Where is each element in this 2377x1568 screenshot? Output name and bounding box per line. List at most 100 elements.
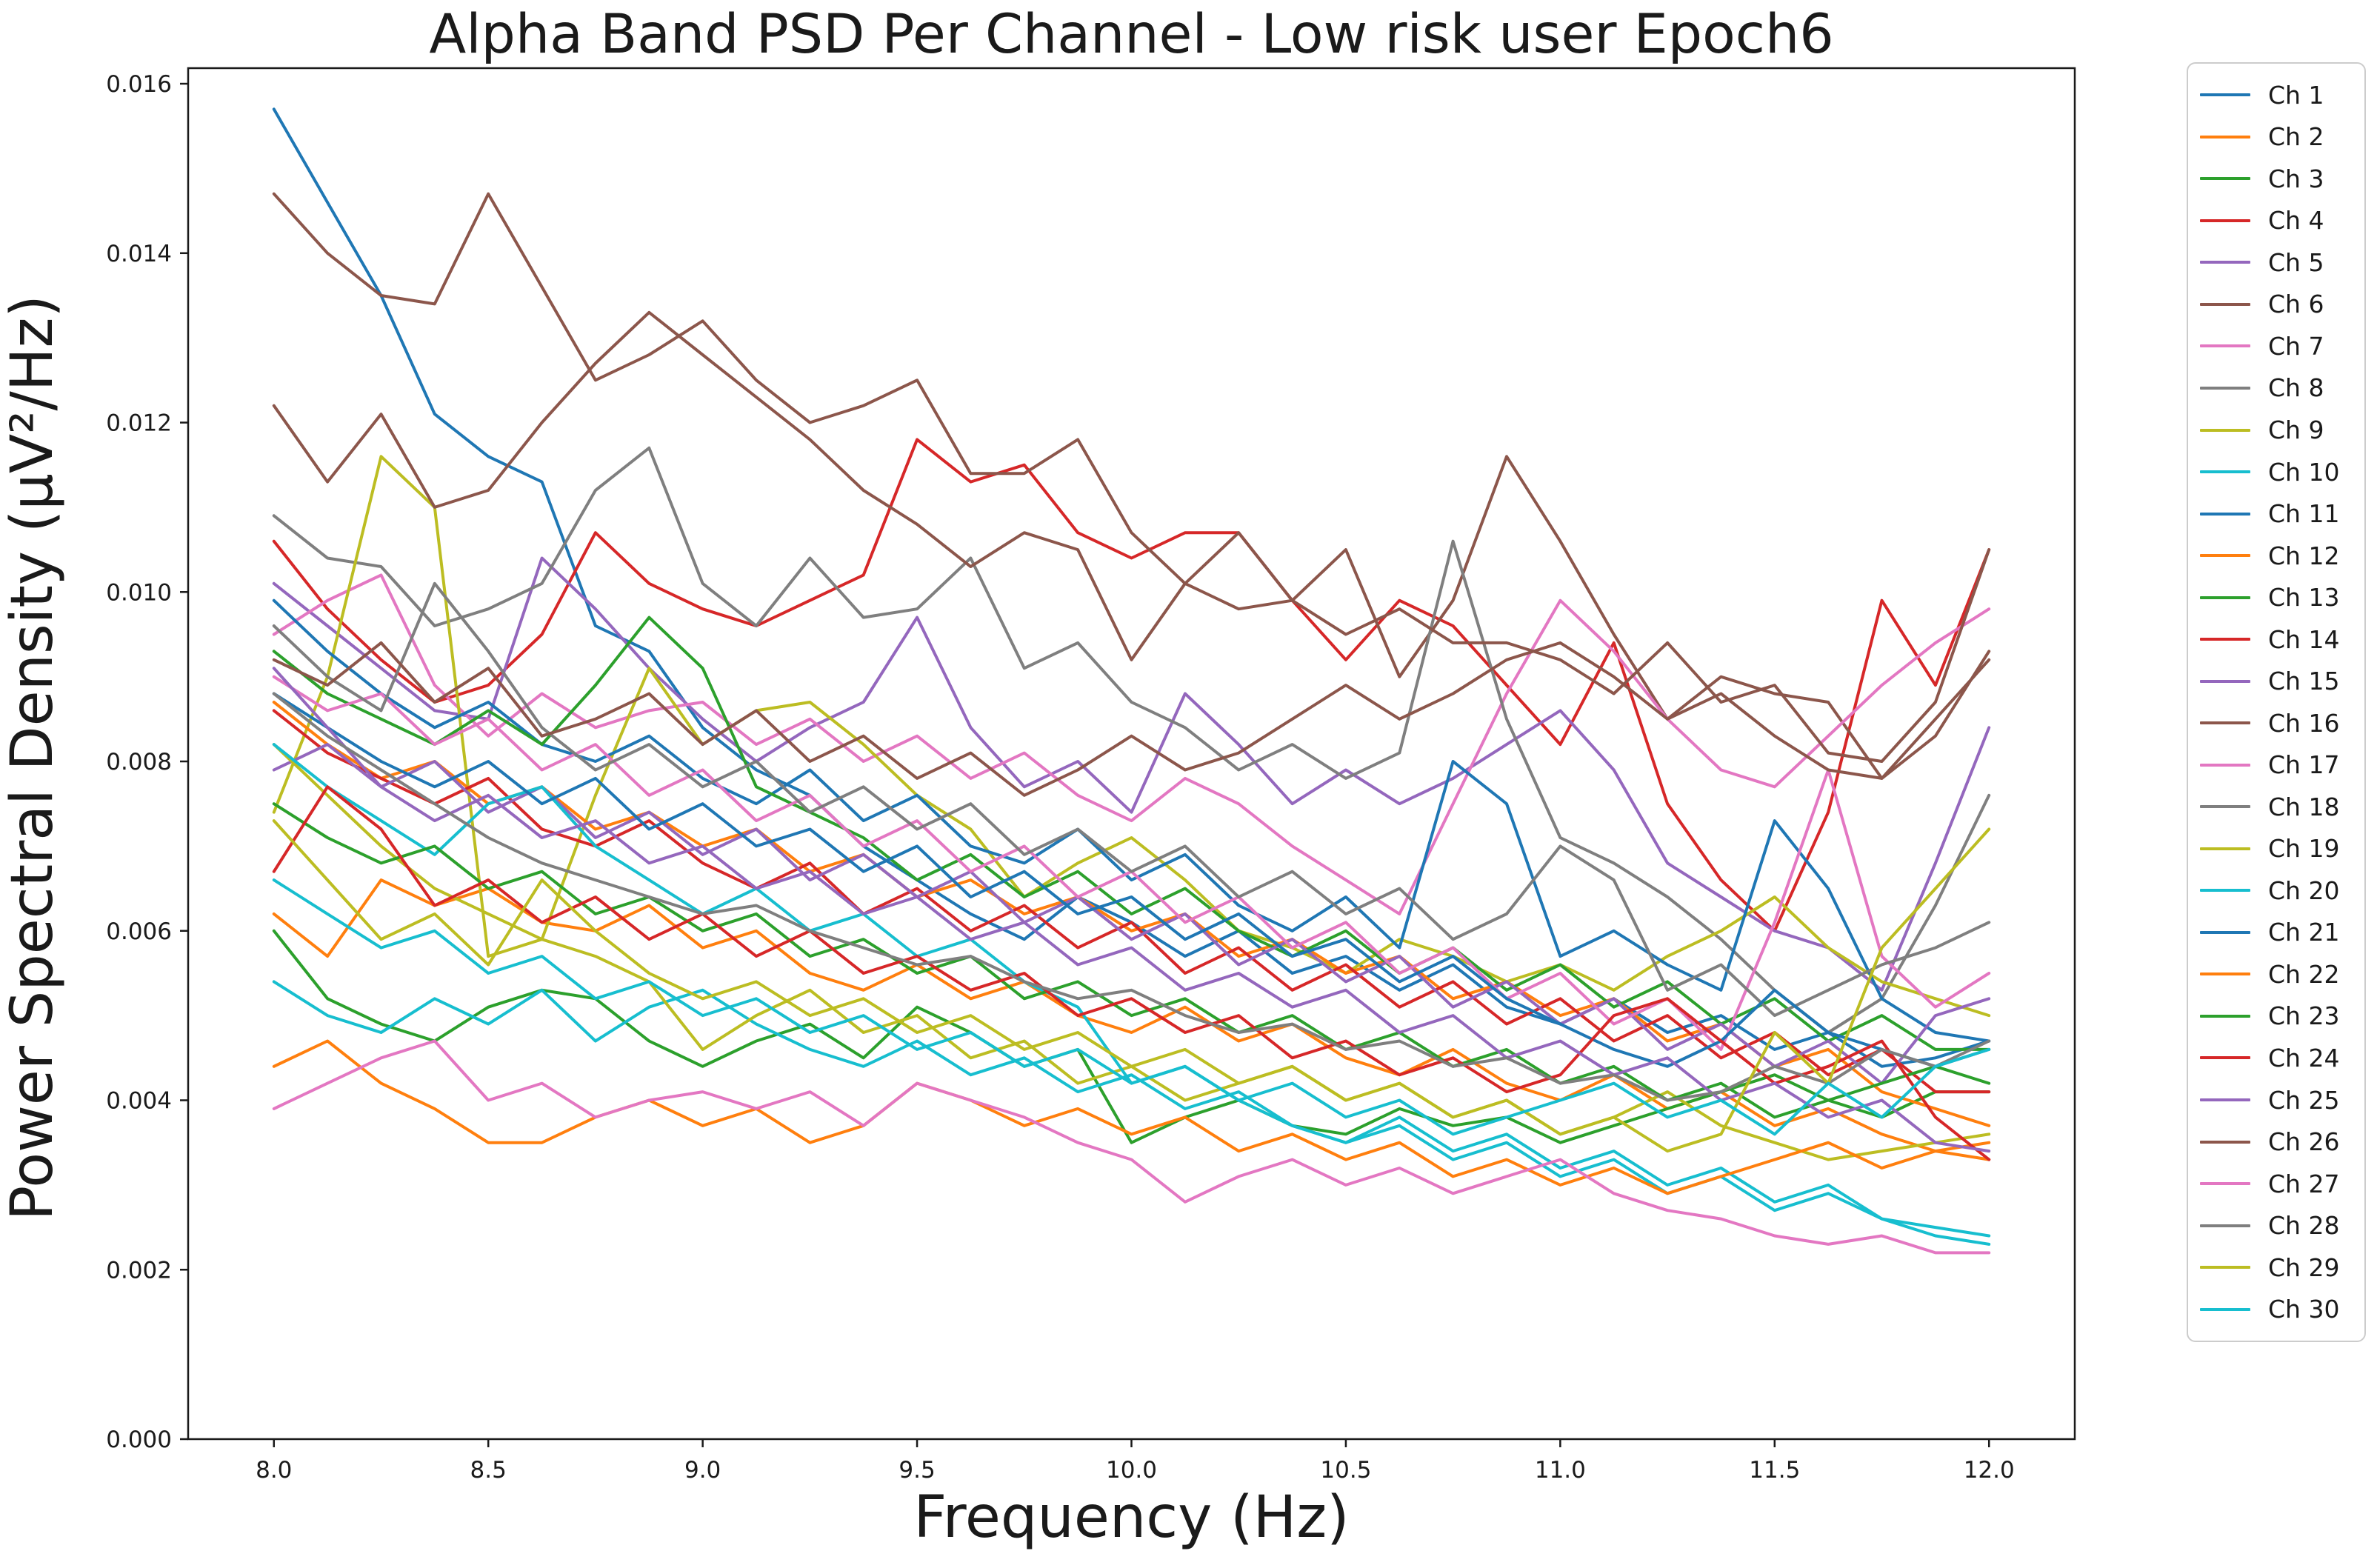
legend-entry-label: Ch 30 xyxy=(2268,1295,2340,1324)
y-axis-label: Power Spectral Density (μV²/Hz) xyxy=(0,295,66,1221)
legend-line-sample xyxy=(2200,470,2250,474)
series-line-ch-30 xyxy=(272,878,1991,1136)
legend-entry-label: Ch 14 xyxy=(2268,624,2340,654)
series-line-ch-27 xyxy=(272,1039,1991,1255)
series-line-ch-22 xyxy=(272,1039,1991,1195)
legend-entry-label: Ch 15 xyxy=(2268,667,2340,696)
legend-entry-label: Ch 19 xyxy=(2268,834,2340,864)
y-tick-label: 0.006 xyxy=(106,918,172,945)
legend-line-sample xyxy=(2200,1014,2250,1018)
legend-line-sample xyxy=(2200,386,2250,390)
y-tick-label: 0.002 xyxy=(106,1257,172,1284)
series-line-ch-16 xyxy=(272,310,1991,763)
chart-title: Alpha Band PSD Per Channel - Low risk us… xyxy=(429,3,1834,66)
series-line-ch-7 xyxy=(272,573,1991,915)
legend-entry-label: Ch 21 xyxy=(2268,918,2340,947)
legend-entry: Ch 26 xyxy=(2200,1121,2358,1163)
legend-entry-label: Ch 7 xyxy=(2268,331,2324,361)
legend-entry: Ch 27 xyxy=(2200,1163,2358,1205)
legend-line-sample xyxy=(2200,930,2250,934)
series-line-ch-10 xyxy=(272,980,1991,1238)
legend-entry: Ch 3 xyxy=(2200,158,2358,200)
x-tick-label: 11.5 xyxy=(1749,1457,1800,1484)
legend-line-sample xyxy=(2200,721,2250,725)
legend-entry: Ch 1 xyxy=(2200,74,2358,116)
series-line-ch-26 xyxy=(272,641,1991,797)
series-line-ch-21 xyxy=(272,692,1991,1068)
legend-entry-label: Ch 10 xyxy=(2268,457,2340,487)
legend-entry-label: Ch 23 xyxy=(2268,1001,2340,1031)
legend-line-sample xyxy=(2200,261,2250,264)
legend-entry-label: Ch 6 xyxy=(2268,290,2324,319)
x-tick-label: 8.0 xyxy=(256,1457,292,1484)
x-tick-label: 11.0 xyxy=(1535,1457,1586,1484)
legend-line-sample xyxy=(2200,1140,2250,1144)
legend-line-sample xyxy=(2200,763,2250,767)
legend-entry: Ch 4 xyxy=(2200,200,2358,242)
legend-entry: Ch 14 xyxy=(2200,618,2358,661)
x-tick-label: 12.0 xyxy=(1964,1457,2015,1484)
y-tick-label: 0.008 xyxy=(106,749,172,775)
legend-line-sample xyxy=(2200,135,2250,139)
legend-line-sample xyxy=(2200,93,2250,97)
legend-entry: Ch 29 xyxy=(2200,1247,2358,1289)
legend-entry: Ch 8 xyxy=(2200,367,2358,410)
plot-border xyxy=(187,67,2076,1441)
legend-line-sample xyxy=(2200,1266,2250,1270)
y-tick-label: 0.014 xyxy=(106,241,172,267)
legend-entry-label: Ch 22 xyxy=(2268,959,2340,989)
y-tick-label: 0.010 xyxy=(106,579,172,606)
legend-line-sample xyxy=(2200,512,2250,516)
legend-entry: Ch 5 xyxy=(2200,241,2358,284)
legend-line-sample xyxy=(2200,595,2250,599)
legend-entry: Ch 30 xyxy=(2200,1288,2358,1330)
series-line-ch-13 xyxy=(272,615,1991,1051)
legend-entry: Ch 21 xyxy=(2200,912,2358,954)
legend-entry: Ch 25 xyxy=(2200,1079,2358,1121)
legend-entry: Ch 6 xyxy=(2200,284,2358,326)
legend-entry-label: Ch 29 xyxy=(2268,1252,2340,1282)
legend-line-sample xyxy=(2200,1182,2250,1186)
x-tick-label: 9.0 xyxy=(684,1457,721,1484)
legend-line-sample xyxy=(2200,1307,2250,1311)
legend-entry-label: Ch 28 xyxy=(2268,1211,2340,1241)
legend-entry-label: Ch 16 xyxy=(2268,708,2340,738)
legend-entry: Ch 13 xyxy=(2200,576,2358,618)
legend-entry-label: Ch 4 xyxy=(2268,206,2324,236)
legend-entry: Ch 18 xyxy=(2200,786,2358,828)
x-tick-label: 10.0 xyxy=(1106,1457,1157,1484)
legend-entry: Ch 2 xyxy=(2200,116,2358,159)
legend-entry-label: Ch 13 xyxy=(2268,583,2340,613)
legend-entry-label: Ch 27 xyxy=(2268,1169,2340,1198)
legend-entry-label: Ch 3 xyxy=(2268,164,2324,193)
legend-line-sample xyxy=(2200,973,2250,976)
legend-line-sample xyxy=(2200,847,2250,850)
series-line-ch-4 xyxy=(272,438,1991,933)
series-line-ch-5 xyxy=(272,556,1991,992)
legend-line-sample xyxy=(2200,1224,2250,1227)
legend-entry: Ch 28 xyxy=(2200,1204,2358,1247)
legend-line-sample xyxy=(2200,554,2250,558)
y-tick-label: 0.004 xyxy=(106,1088,172,1115)
legend-entry: Ch 9 xyxy=(2200,409,2358,451)
y-tick-label: 0.000 xyxy=(106,1427,172,1453)
legend-entry: Ch 10 xyxy=(2200,451,2358,493)
series-line-ch-14 xyxy=(272,709,1991,1094)
legend-entry-label: Ch 1 xyxy=(2268,80,2324,110)
legend-entry-label: Ch 25 xyxy=(2268,1085,2340,1115)
legend-line-sample xyxy=(2200,302,2250,306)
legend-entry-label: Ch 24 xyxy=(2268,1043,2340,1072)
series-line-ch-9 xyxy=(272,455,1991,1018)
legend-entry-label: Ch 5 xyxy=(2268,247,2324,277)
legend-entry: Ch 23 xyxy=(2200,995,2358,1038)
legend-entry: Ch 12 xyxy=(2200,535,2358,577)
series-line-ch-18 xyxy=(272,581,1991,1018)
x-axis-label: Frequency (Hz) xyxy=(913,1484,1350,1551)
legend-entry: Ch 19 xyxy=(2200,828,2358,870)
series-line-ch-6 xyxy=(272,192,1991,780)
legend-line-sample xyxy=(2200,177,2250,181)
y-axis-label-wrap: Power Spectral Density (μV²/Hz) xyxy=(0,69,66,1447)
legend-entry: Ch 16 xyxy=(2200,702,2358,744)
